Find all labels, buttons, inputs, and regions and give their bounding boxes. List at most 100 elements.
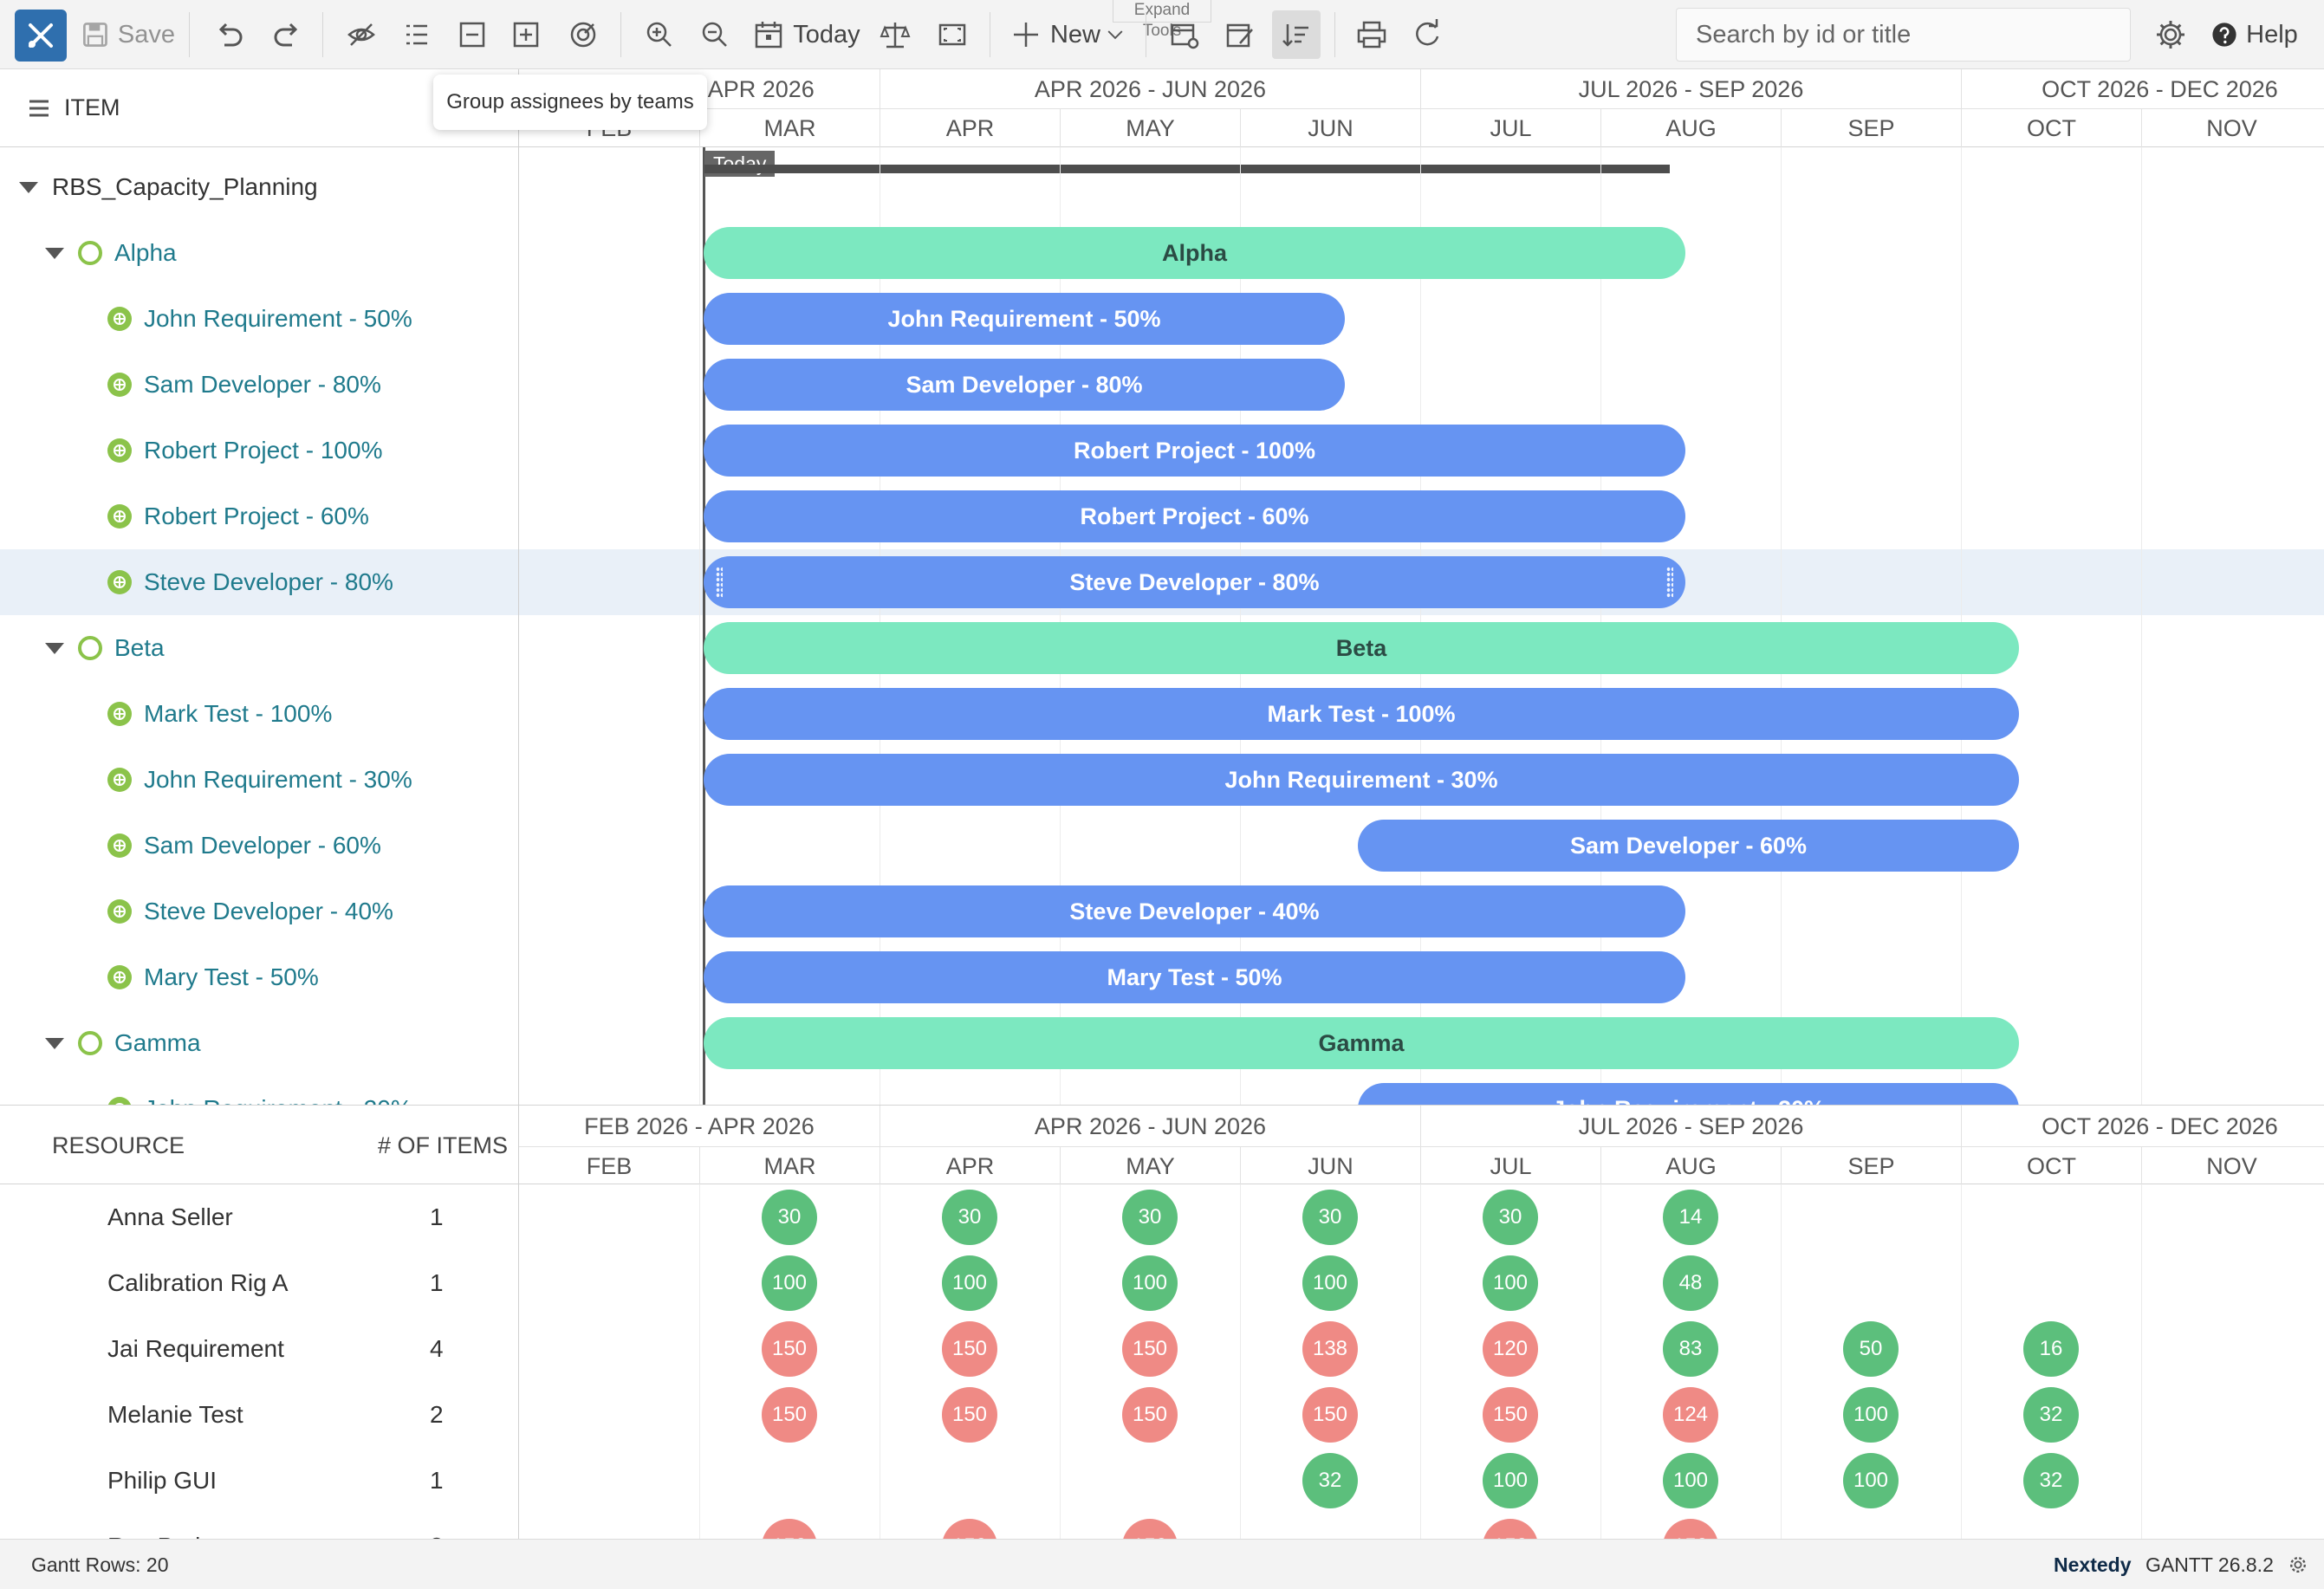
tree-row[interactable]: Steve Developer - 40%	[0, 879, 518, 944]
zoom-out-button[interactable]	[693, 10, 737, 59]
team-bar[interactable]: Beta	[704, 622, 2019, 674]
fit-screen-button[interactable]	[931, 10, 974, 59]
tree-row[interactable]: Alpha	[0, 220, 518, 286]
tree-row[interactable]: Robert Project - 100%	[0, 418, 518, 483]
tree-row[interactable]: Steve Developer - 80%	[0, 549, 518, 615]
capacity-badge[interactable]: 150	[942, 1519, 997, 1539]
tree-row[interactable]: Mark Test - 100%	[0, 681, 518, 747]
tree-row[interactable]: Sam Developer - 80%	[0, 352, 518, 418]
capacity-badge[interactable]: 150	[1302, 1387, 1358, 1443]
task-bar[interactable]: Steve Developer - 40%	[704, 885, 1685, 937]
resource-row[interactable]: Anna Seller 1	[0, 1184, 518, 1250]
capacity-badge[interactable]: 150	[762, 1321, 817, 1377]
settings-calendar-button[interactable]	[1163, 10, 1206, 59]
task-bar[interactable]: Sam Developer - 80%	[704, 359, 1345, 411]
new-button[interactable]: New	[1007, 10, 1128, 59]
expand-all-button[interactable]	[504, 10, 548, 59]
gear-icon[interactable]	[2288, 1554, 2308, 1575]
capacity-badge[interactable]: 150	[762, 1387, 817, 1443]
task-bar[interactable]: Mark Test - 100%	[704, 688, 2019, 740]
capacity-badge[interactable]: 32	[1302, 1453, 1358, 1508]
capacity-badge[interactable]: 150	[1122, 1321, 1178, 1377]
expand-caret-icon[interactable]	[45, 642, 64, 654]
capacity-badge[interactable]: 30	[1483, 1190, 1538, 1245]
capacity-badge[interactable]: 30	[1302, 1190, 1358, 1245]
task-bar[interactable]: John Requirement - 20%	[1358, 1083, 2019, 1105]
capacity-badge[interactable]: 30	[942, 1190, 997, 1245]
task-bar[interactable]: Sam Developer - 60%	[1358, 820, 2019, 872]
capacity-badge[interactable]: 32	[2023, 1387, 2079, 1443]
task-bar[interactable]: John Requirement - 30%	[704, 754, 2019, 806]
task-bar[interactable]: John Requirement - 50%	[704, 293, 1345, 345]
search-input[interactable]: Search by id or title	[1676, 8, 2131, 62]
resize-handle-left[interactable]	[716, 567, 723, 598]
tree-row[interactable]: John Requirement - 50%	[0, 286, 518, 352]
task-bar[interactable]: Robert Project - 100%	[704, 425, 1685, 477]
capacity-badge[interactable]: 138	[1302, 1321, 1358, 1377]
capacity-badge[interactable]: 100	[1122, 1255, 1178, 1311]
capacity-badge[interactable]: 100	[1843, 1387, 1899, 1443]
tree-row[interactable]: Gamma	[0, 1010, 518, 1076]
capacity-badge[interactable]: 150	[942, 1387, 997, 1443]
capacity-badge[interactable]: 150	[1483, 1387, 1538, 1443]
collapse-all-button[interactable]	[451, 10, 494, 59]
app-logo[interactable]	[15, 10, 67, 62]
task-bar[interactable]: Steve Developer - 80%	[704, 556, 1685, 608]
save-button[interactable]: Save	[80, 10, 175, 59]
capacity-badge[interactable]: 32	[2023, 1453, 2079, 1508]
redo-button[interactable]	[265, 10, 308, 59]
resource-row[interactable]: Melanie Test 2	[0, 1382, 518, 1448]
resource-row[interactable]: Philip GUI 1	[0, 1448, 518, 1514]
expand-caret-icon[interactable]	[45, 247, 64, 259]
capacity-badge[interactable]: 150	[1122, 1519, 1178, 1539]
undo-button[interactable]	[208, 10, 251, 59]
capacity-badge[interactable]: 150	[1483, 1519, 1538, 1539]
project-summary-bar[interactable]	[704, 165, 1670, 173]
capacity-badge[interactable]: 14	[1663, 1190, 1718, 1245]
outline-button[interactable]	[395, 10, 438, 59]
tree-row[interactable]: Beta	[0, 615, 518, 681]
today-button[interactable]: Today	[750, 10, 861, 59]
settings-button[interactable]	[2149, 10, 2192, 59]
tree-row[interactable]: John Requirement - 20%	[0, 1076, 518, 1105]
capacity-badge[interactable]: 120	[1483, 1321, 1538, 1377]
expand-tools-tab[interactable]: Expand Tools	[1113, 0, 1211, 40]
resource-row[interactable]: Calibration Rig A 1	[0, 1250, 518, 1316]
hamburger-menu-icon[interactable]	[28, 99, 50, 118]
capacity-badge[interactable]: 100	[1302, 1255, 1358, 1311]
panel-splitter[interactable]	[518, 69, 519, 1539]
edit-calendar-button[interactable]	[1218, 10, 1262, 59]
capacity-badge[interactable]: 16	[2023, 1321, 2079, 1377]
task-bar[interactable]: Robert Project - 60%	[704, 490, 1685, 542]
capacity-badge[interactable]: 100	[762, 1255, 817, 1311]
capacity-badge[interactable]: 48	[1663, 1255, 1718, 1311]
capacity-badge[interactable]: 50	[1843, 1321, 1899, 1377]
help-button[interactable]: Help	[2206, 10, 2301, 59]
zoom-in-button[interactable]	[638, 10, 681, 59]
expand-caret-icon[interactable]	[45, 1037, 64, 1049]
resource-row[interactable]: Rex Project 3	[0, 1514, 518, 1539]
team-bar[interactable]: Alpha	[704, 227, 1685, 279]
capacity-badge[interactable]: 100	[1483, 1255, 1538, 1311]
capacity-badge[interactable]: 30	[762, 1190, 817, 1245]
capacity-badge[interactable]: 150	[1663, 1519, 1718, 1539]
capacity-badge[interactable]: 124	[1663, 1387, 1718, 1443]
tree-row[interactable]: Robert Project - 60%	[0, 483, 518, 549]
tree-row[interactable]: John Requirement - 30%	[0, 747, 518, 813]
tree-row[interactable]: RBS_Capacity_Planning	[0, 154, 518, 220]
capacity-badge[interactable]: 100	[1483, 1453, 1538, 1508]
tree-row[interactable]: Sam Developer - 60%	[0, 813, 518, 879]
balance-button[interactable]	[873, 10, 917, 59]
hide-button[interactable]	[340, 10, 383, 59]
task-bar[interactable]: Mary Test - 50%	[704, 951, 1685, 1003]
resize-handle-right[interactable]	[1666, 567, 1673, 598]
team-bar[interactable]: Gamma	[704, 1017, 2019, 1069]
tree-row[interactable]: Mary Test - 50%	[0, 944, 518, 1010]
resource-row[interactable]: Jai Requirement 4	[0, 1316, 518, 1382]
capacity-badge[interactable]: 150	[942, 1321, 997, 1377]
capacity-badge[interactable]: 100	[1663, 1453, 1718, 1508]
capacity-badge[interactable]: 83	[1663, 1321, 1718, 1377]
group-by-teams-button[interactable]	[562, 10, 605, 59]
capacity-badge[interactable]: 150	[762, 1519, 817, 1539]
refresh-button[interactable]	[1405, 10, 1449, 59]
